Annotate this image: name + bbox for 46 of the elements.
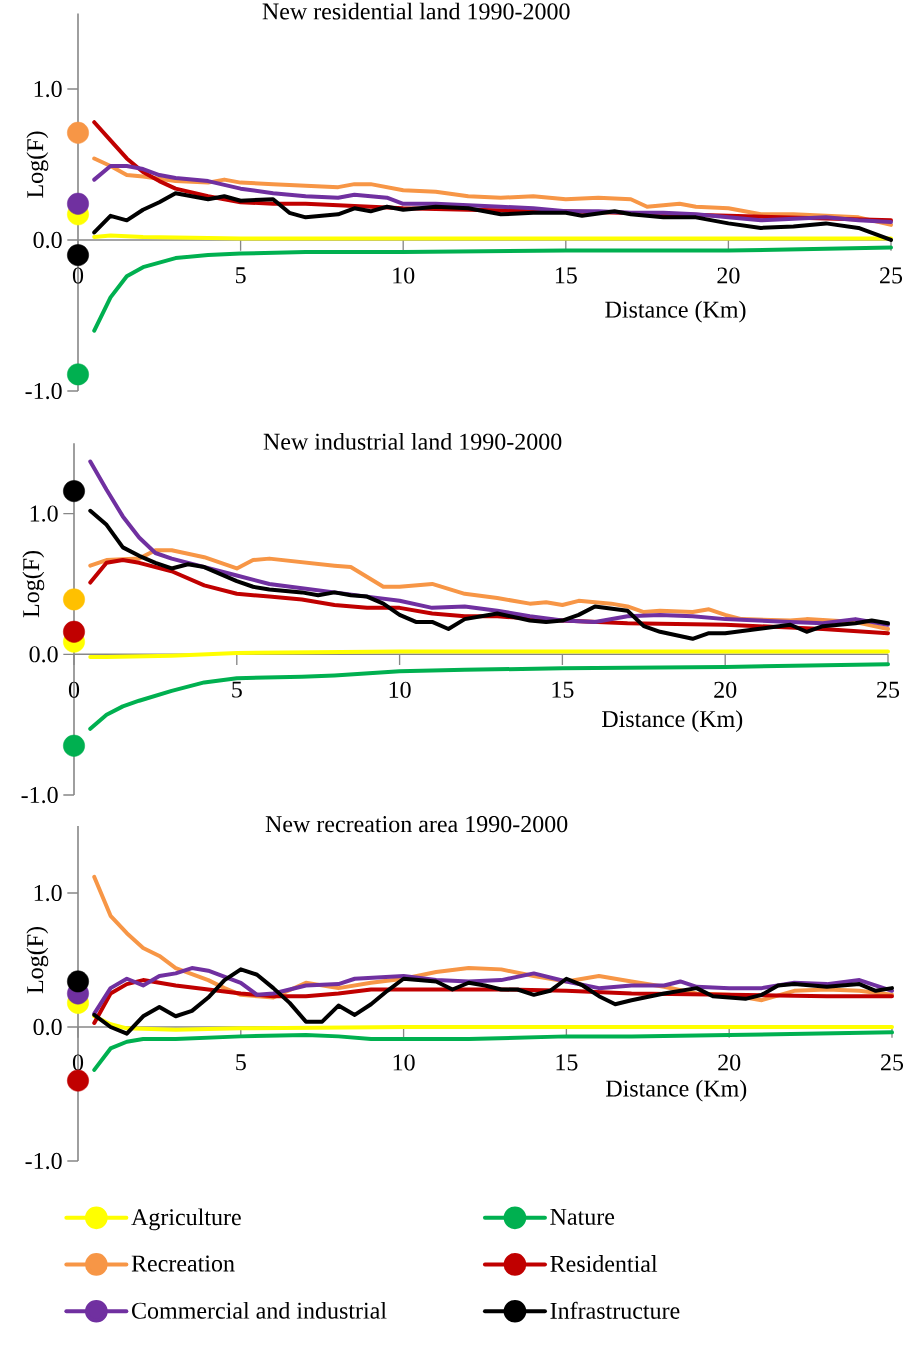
y-axis-title: Log(F) [26,927,49,994]
legend-label: Recreation [131,1255,235,1272]
y-tick-label: -1.0 [25,382,62,400]
y-axis-title: Log(F) [22,551,45,618]
y-tick-label: 0.0 [29,646,58,663]
x-tick-label: 0 [72,1054,84,1071]
legend-label: Residential [550,1255,658,1272]
chart-title: New industrial land 1990-2000 [263,432,562,450]
x-axis-title: Distance (Km) [602,710,743,732]
line-series [92,967,894,1036]
x-tick-label: 20 [718,1054,741,1071]
x-tick-label: 0 [72,267,84,284]
x-tick-label: 10 [389,681,411,698]
x-tick-label: 5 [236,267,246,284]
y-tick-label: 0.0 [33,1018,62,1036]
x-tick-label: 5 [236,1054,246,1071]
y-tick-label: -1.0 [25,1152,62,1170]
y-tick-label: -1.0 [21,786,58,804]
line-series [88,508,890,641]
legend-label: Agriculture [131,1208,241,1231]
y-tick-label: 1.0 [30,505,58,522]
line-series [92,156,893,227]
x-tick-label: 10 [393,1054,415,1071]
y-tick-label: 1.0 [34,884,62,902]
line-series [92,191,893,242]
chart-title: New recreation area 1990-2000 [265,816,568,833]
x-tick-label: 15 [555,267,577,284]
x-tick-label: 10 [393,267,415,284]
y-axis-title: Log(F) [26,131,49,198]
x-axis-title: Distance (Km) [606,1079,747,1102]
x-tick-label: 25 [881,1054,904,1071]
x-axis-title: Distance (Km) [605,300,746,323]
x-tick-label: 20 [717,267,740,284]
chart-title: New residential land 1990-2000 [262,2,570,20]
x-tick-label: 5 [232,681,242,698]
x-tick-label: 20 [714,681,737,698]
x-tick-label: 15 [552,681,574,698]
legend-label: Commercial and industrial [132,1301,387,1319]
legend-label: Nature [550,1208,615,1225]
x-tick-label: 0 [68,681,80,698]
y-tick-label: 0.0 [33,231,62,249]
y-tick-label: 1.0 [34,80,62,98]
legend-label: Infrastructure [550,1301,680,1319]
x-tick-label: 25 [877,681,900,698]
x-tick-label: 15 [556,1054,578,1071]
x-tick-label: 25 [880,267,903,284]
